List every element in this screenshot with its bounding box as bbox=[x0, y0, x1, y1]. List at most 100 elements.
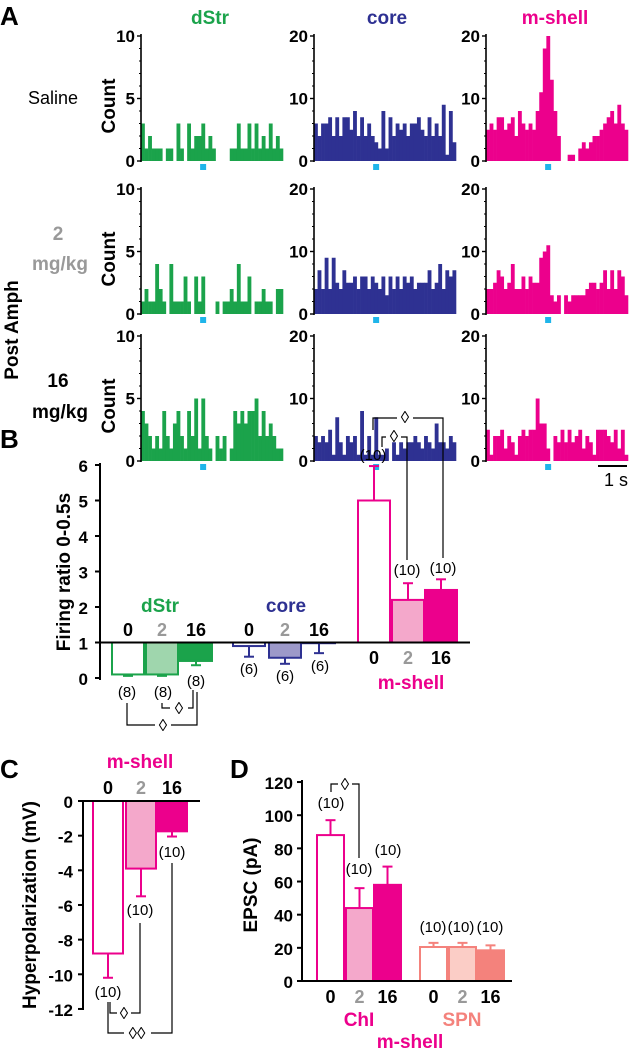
n-label: (6) bbox=[311, 658, 329, 675]
histogram-bar bbox=[424, 282, 428, 314]
histogram-bar bbox=[535, 282, 540, 314]
histogram-bar bbox=[176, 411, 181, 461]
histogram-bar bbox=[542, 48, 547, 161]
significance-bracket bbox=[413, 417, 444, 558]
histogram-bar bbox=[445, 154, 450, 161]
significance-bracket bbox=[372, 417, 397, 430]
histogram-bar bbox=[381, 276, 386, 314]
histogram-bar bbox=[212, 148, 216, 161]
histogram-bar bbox=[349, 129, 354, 161]
histogram-bar bbox=[599, 282, 604, 314]
column-title-m-shell: m-shell bbox=[522, 8, 589, 29]
bar-dose-0 bbox=[92, 800, 124, 955]
histogram-bar bbox=[240, 301, 245, 314]
histogram-bar bbox=[402, 448, 407, 461]
histogram-bar bbox=[345, 282, 350, 314]
histogram-bar bbox=[321, 436, 325, 461]
histogram-bar bbox=[567, 429, 572, 461]
bar-dStr-dose-2 bbox=[145, 641, 179, 676]
histogram-bar bbox=[377, 289, 382, 314]
y-tick-label: -4 bbox=[58, 862, 74, 881]
histogram-bar bbox=[215, 436, 220, 461]
histogram-bar bbox=[592, 136, 597, 161]
histogram-bar bbox=[265, 436, 270, 461]
histogram-bar bbox=[314, 123, 318, 161]
dose-label-2: 2 bbox=[136, 778, 146, 798]
histogram-bar bbox=[233, 148, 238, 161]
histogram-bar bbox=[574, 295, 579, 314]
row-label-2-dose: 2 bbox=[53, 224, 64, 245]
histogram-bar bbox=[338, 442, 343, 461]
histogram-bar bbox=[610, 270, 615, 314]
y-tick-label: 10 bbox=[461, 243, 480, 262]
n-label: (6) bbox=[276, 668, 294, 685]
histogram-bar bbox=[441, 104, 446, 161]
histogram-bar bbox=[603, 429, 607, 461]
histogram-bar bbox=[169, 264, 174, 314]
histogram-bar bbox=[155, 264, 160, 314]
bar-m-shell-dose-0 bbox=[357, 499, 391, 644]
bar-m-shell-dose-16 bbox=[424, 588, 458, 644]
y-axis-label: EPSC (pA) bbox=[241, 838, 262, 933]
y-tick-label: 2 bbox=[79, 599, 88, 618]
dose-label-m-shell-0: 0 bbox=[369, 648, 379, 668]
histogram-bar bbox=[564, 442, 568, 461]
histogram-bar bbox=[613, 123, 618, 161]
histogram-bar bbox=[588, 282, 593, 314]
histogram-bar bbox=[409, 276, 414, 314]
histogram-bar bbox=[385, 448, 389, 461]
histogram-bar bbox=[258, 148, 262, 161]
histogram-bar bbox=[581, 295, 586, 314]
histogram-bar bbox=[413, 123, 418, 161]
n-label: (10) bbox=[477, 919, 504, 936]
histogram-bar bbox=[201, 398, 206, 461]
histogram-bar bbox=[180, 301, 184, 314]
y-tick-label: 20 bbox=[274, 940, 293, 959]
n-label: (10) bbox=[430, 560, 457, 577]
group-label-post-amph: Post Amph bbox=[2, 280, 23, 380]
y-tick-label: 0 bbox=[471, 152, 480, 171]
histogram-bar bbox=[434, 123, 439, 161]
group-label-m-shell: m-shell bbox=[378, 673, 445, 694]
histogram-bar bbox=[356, 289, 361, 314]
histogram-bar bbox=[151, 301, 156, 314]
histogram-bar bbox=[452, 442, 457, 461]
histogram-bar bbox=[452, 270, 457, 314]
histogram-bar bbox=[525, 129, 529, 161]
y-tick-label: 0 bbox=[64, 793, 73, 812]
n-label: (10) bbox=[95, 984, 122, 1001]
y-tick-label: 40 bbox=[274, 907, 293, 926]
histogram-bar bbox=[377, 148, 382, 161]
histogram-bar bbox=[243, 148, 248, 161]
panel-label-c: C bbox=[0, 754, 19, 784]
histogram-bar bbox=[493, 436, 497, 461]
histogram-bar bbox=[610, 111, 615, 161]
row-label-16-dose: 16 bbox=[47, 371, 68, 392]
histogram-bar bbox=[571, 154, 576, 161]
dose-label-SPN-0: 0 bbox=[428, 987, 438, 1007]
dose-label-dStr-16: 16 bbox=[186, 620, 206, 640]
histogram-bar bbox=[158, 448, 163, 461]
y-axis-label-count: Count bbox=[99, 78, 120, 134]
histogram-bar bbox=[406, 282, 411, 314]
histogram-bar bbox=[338, 289, 343, 314]
histogram-bar bbox=[578, 148, 583, 161]
y-tick-label: 60 bbox=[274, 874, 293, 893]
bar-core-dose-2 bbox=[268, 641, 302, 659]
y-tick-label: 10 bbox=[289, 90, 308, 109]
histogram-bar bbox=[247, 411, 252, 461]
histogram-bar bbox=[215, 301, 220, 314]
histogram-bar bbox=[620, 276, 625, 314]
histogram-bar bbox=[367, 123, 372, 161]
histogram-bar bbox=[510, 117, 515, 161]
histogram-bar bbox=[431, 136, 435, 161]
histogram-bar bbox=[265, 301, 270, 314]
histogram-bar bbox=[148, 136, 152, 161]
histogram-bar bbox=[503, 289, 508, 314]
histogram-bar bbox=[592, 454, 597, 461]
n-label: (8) bbox=[118, 684, 136, 701]
histogram-bar bbox=[620, 429, 625, 461]
histogram-bar bbox=[342, 117, 347, 161]
histogram-bar bbox=[345, 436, 350, 461]
histogram-bar bbox=[317, 136, 322, 161]
